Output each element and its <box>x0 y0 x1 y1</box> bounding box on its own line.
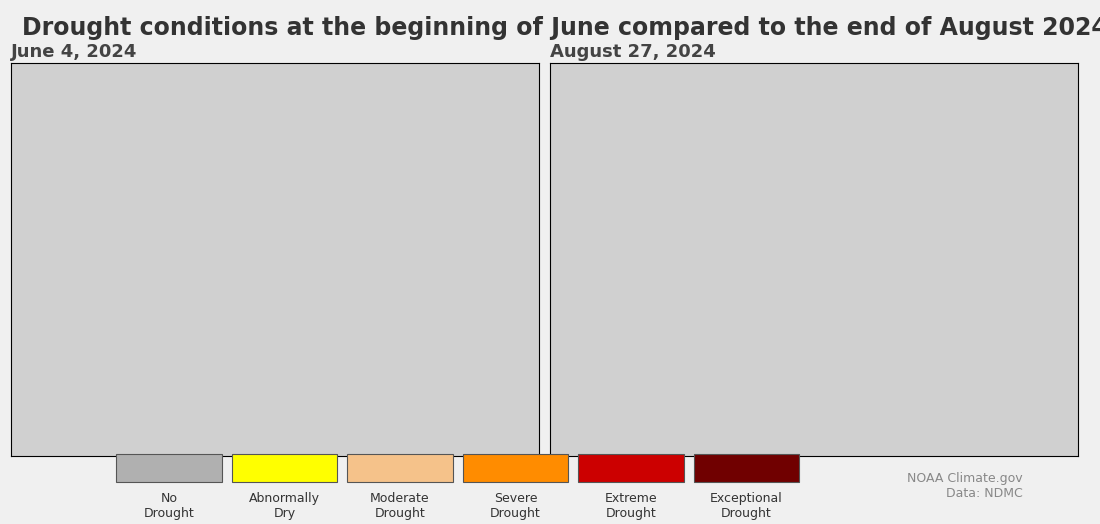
Text: No
Drought: No Drought <box>144 492 195 519</box>
Text: Extreme
Drought: Extreme Drought <box>605 492 658 519</box>
Bar <box>579 454 683 482</box>
Bar <box>232 454 337 482</box>
Text: Severe
Drought: Severe Drought <box>491 492 541 519</box>
Bar <box>348 454 453 482</box>
Bar <box>117 454 221 482</box>
Text: NOAA Climate.gov
Data: NDMC: NOAA Climate.gov Data: NDMC <box>908 472 1023 499</box>
Text: Drought conditions at the beginning of June compared to the end of August 2024: Drought conditions at the beginning of J… <box>22 16 1100 40</box>
Text: August 27, 2024: August 27, 2024 <box>550 43 716 61</box>
Text: June 4, 2024: June 4, 2024 <box>11 43 138 61</box>
Bar <box>463 454 568 482</box>
Text: Abnormally
Dry: Abnormally Dry <box>249 492 320 519</box>
Bar <box>694 454 799 482</box>
Text: Exceptional
Drought: Exceptional Drought <box>711 492 783 519</box>
Text: Moderate
Drought: Moderate Drought <box>371 492 430 519</box>
